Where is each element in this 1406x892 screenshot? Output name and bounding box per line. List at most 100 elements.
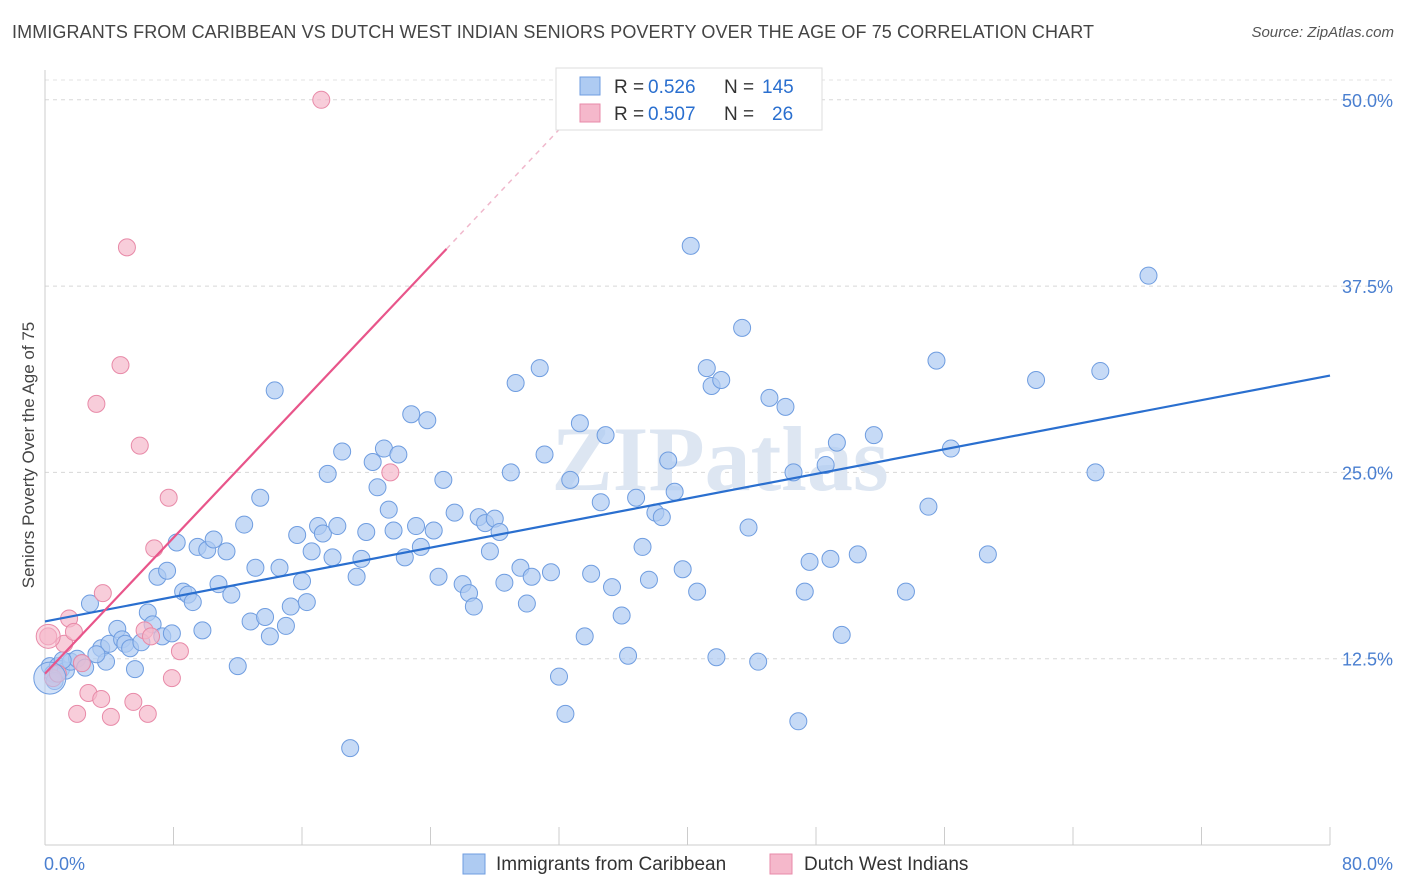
- source-credit: Source: ZipAtlas.com: [1251, 24, 1394, 41]
- caribbean-point: [1091, 362, 1110, 381]
- caribbean-point: [789, 712, 808, 731]
- caribbean-point: [816, 455, 835, 474]
- dutch-point: [142, 627, 161, 646]
- caribbean-point: [596, 426, 615, 445]
- caribbean-point: [368, 478, 387, 497]
- caribbean-point: [411, 537, 430, 556]
- caribbean-point: [464, 597, 483, 616]
- caribbean-point: [688, 582, 707, 601]
- caribbean-point: [506, 373, 525, 392]
- caribbean-point: [1027, 371, 1046, 389]
- caribbean-point: [612, 606, 631, 625]
- dutch-trend-extension: [446, 129, 560, 250]
- caribbean-point: [619, 646, 638, 665]
- caribbean-point: [659, 451, 678, 470]
- caribbean-point: [193, 621, 212, 640]
- caribbean-point: [323, 548, 342, 567]
- dutch-point: [111, 356, 130, 375]
- axes: [44, 70, 1331, 846]
- caribbean-point: [639, 570, 658, 589]
- caribbean-point: [222, 585, 241, 604]
- caribbean-point: [357, 523, 376, 542]
- caribbean-point: [328, 517, 347, 536]
- caribbean-point: [633, 537, 652, 556]
- caribbean-point: [260, 627, 279, 646]
- caribbean-point: [749, 652, 768, 671]
- caribbean-point: [313, 524, 332, 543]
- caribbean-point: [235, 515, 254, 534]
- caribbean-point: [535, 445, 554, 464]
- dutch-point: [64, 622, 83, 641]
- caribbean-point: [183, 593, 202, 612]
- legend-swatch-dutch: [769, 853, 793, 875]
- dutch-point: [162, 669, 181, 688]
- legend-label-caribbean: Immigrants from Caribbean: [496, 854, 726, 875]
- caribbean-point: [681, 236, 700, 255]
- dutch-point: [381, 463, 400, 482]
- caribbean-point: [832, 625, 851, 644]
- caribbean-point: [424, 521, 443, 540]
- caribbean-point: [760, 388, 779, 407]
- stats-n-value: 145: [762, 77, 794, 98]
- caribbean-point: [800, 552, 819, 571]
- caribbean-point: [379, 500, 398, 519]
- caribbean-point: [495, 573, 514, 592]
- y-tick-labels: 12.5% 25.0% 37.5% 50.0%: [1342, 91, 1393, 670]
- stats-r-value: 0.507: [648, 104, 696, 125]
- caribbean-point: [652, 508, 671, 527]
- stats-n-label: N =: [724, 77, 754, 98]
- y-tick-label: 25.0%: [1342, 463, 1393, 483]
- dutch-point: [117, 238, 136, 257]
- caribbean-point: [864, 426, 883, 445]
- caribbean-point: [501, 463, 520, 482]
- caribbean-point: [341, 739, 360, 758]
- caribbean-point: [158, 561, 177, 580]
- chart-title: IMMIGRANTS FROM CARIBBEAN VS DUTCH WEST …: [12, 22, 1095, 42]
- caribbean-point: [522, 567, 541, 586]
- stats-swatch-dutch: [579, 103, 601, 123]
- caribbean-point: [265, 381, 284, 400]
- caribbean-point: [293, 572, 311, 591]
- legend-swatch-caribbean: [462, 853, 486, 875]
- caribbean-point: [204, 530, 223, 549]
- caribbean-point: [603, 578, 622, 597]
- stats-r-label: R =: [614, 104, 644, 125]
- caribbean-trend-line: [44, 374, 1331, 623]
- y-axis-label: Seniors Poverty Over the Age of 75: [19, 322, 38, 588]
- dutch-point: [72, 654, 91, 673]
- dutch-point: [312, 90, 331, 109]
- caribbean-point: [733, 318, 752, 337]
- caribbean-point: [1139, 266, 1158, 285]
- caribbean-point: [712, 371, 731, 389]
- caribbean-point: [530, 359, 549, 378]
- caribbean-point: [318, 464, 337, 483]
- caribbean-point: [270, 558, 289, 577]
- caribbean-point: [217, 542, 236, 561]
- stats-swatch-caribbean: [579, 76, 601, 96]
- caribbean-point: [919, 497, 938, 516]
- y-tick-label: 12.5%: [1342, 650, 1393, 670]
- caribbean-point: [739, 518, 758, 537]
- caribbean-point: [418, 411, 437, 430]
- caribbean-point: [384, 521, 403, 540]
- caribbean-point: [978, 545, 997, 564]
- caribbean-point: [776, 397, 795, 416]
- dutch-cluster-point: [35, 623, 61, 649]
- caribbean-point: [281, 597, 300, 616]
- caribbean-point: [434, 470, 453, 489]
- caribbean-point: [896, 582, 915, 601]
- data-points: [33, 90, 1158, 758]
- caribbean-point: [575, 627, 594, 646]
- caribbean-point: [707, 648, 726, 667]
- dutch-point: [93, 584, 112, 603]
- caribbean-point: [288, 526, 307, 544]
- caribbean-point: [697, 359, 716, 378]
- dutch-point: [101, 707, 120, 726]
- caribbean-point: [302, 542, 321, 561]
- caribbean-point: [627, 488, 646, 507]
- caribbean-point: [561, 470, 580, 489]
- caribbean-point: [297, 593, 316, 612]
- caribbean-point: [363, 452, 382, 471]
- x-tick-label: 0.0%: [44, 854, 85, 874]
